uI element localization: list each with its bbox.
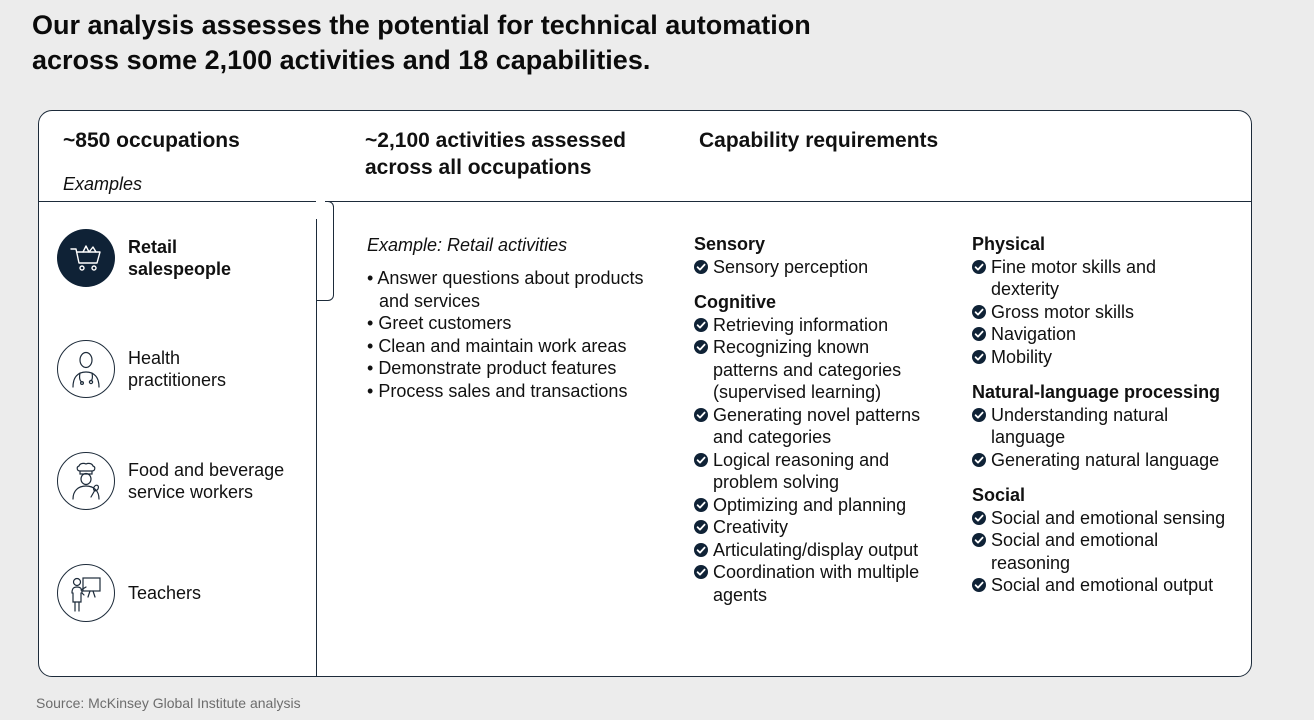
capability-item: Optimizing and planning	[694, 494, 939, 517]
checkmark-icon	[972, 452, 986, 467]
checkmark-icon	[694, 317, 708, 332]
checkmark-icon	[972, 259, 986, 274]
capability-item-label: Fine motor skills and dexterity	[991, 256, 1157, 300]
capability-group: Sensory Sensory perception	[694, 233, 939, 278]
capability-item: Logical reasoning and problem solving	[694, 449, 939, 494]
teacher-icon	[57, 564, 115, 622]
capability-item-label: Gross motor skills	[991, 301, 1135, 322]
checkmark-icon	[972, 510, 986, 525]
occupation-food-and-beverage: Food and beverage service workers	[57, 452, 303, 510]
activities-heading-line-1: ~2,100 activities assessed	[365, 129, 626, 152]
column-divider	[316, 201, 317, 676]
occupation-retail-salespeople: Retail salespeople	[57, 229, 303, 287]
checkmark-icon	[694, 565, 708, 579]
capability-item: Social and emotional reasoning	[972, 529, 1227, 574]
capability-group: Physical Fine motor skills and dexterity G…	[972, 233, 1227, 368]
list-item: Clean and maintain work areas	[367, 335, 657, 358]
checkmark-icon	[972, 327, 986, 341]
checkmark-icon	[972, 578, 986, 592]
occupation-label: Health practitioners	[128, 348, 227, 390]
list-item: Process sales and transactions	[367, 380, 657, 403]
capability-item-label: Creativity	[713, 517, 789, 537]
occupation-label: Retail salespeople	[128, 237, 232, 279]
checkmark-icon	[694, 520, 708, 534]
capabilities-right-column: Physical Fine motor skills and dexterity G…	[972, 233, 1227, 610]
checkmark-icon	[694, 259, 708, 274]
chef-icon	[57, 452, 115, 510]
capabilities-left-column: Sensory Sensory perception Cognitive Retrie…	[694, 233, 939, 619]
capability-item: Coordination with multiple agents	[694, 561, 939, 606]
checkmark-icon	[972, 349, 986, 364]
header-divider	[39, 201, 1251, 202]
capability-item: Social and emotional sensing	[972, 507, 1227, 530]
capability-item-label: Generating novel patterns and categories	[713, 404, 921, 448]
occupation-teachers: Teachers	[57, 564, 303, 622]
framework-panel: ~850 occupations Examples ~2,100 activit…	[38, 110, 1252, 677]
capability-group: Social Social and emotional sensing Social…	[972, 484, 1227, 597]
checkmark-icon	[972, 304, 986, 319]
headline: Our analysis assesses the potential for …	[32, 8, 932, 78]
occupation-label: Teachers	[128, 583, 202, 603]
list-item: Demonstrate product features	[367, 357, 657, 380]
occupation-label: Food and beverage service workers	[128, 460, 285, 502]
capability-item: Fine motor skills and dexterity	[972, 256, 1227, 301]
checkmark-icon	[972, 533, 986, 547]
capability-group: Cognitive Retrieving information Recognizi…	[694, 291, 939, 606]
occupations-heading: ~850 occupations	[63, 129, 240, 152]
capability-item: Recognizing known patterns and categorie…	[694, 336, 939, 404]
capability-item-label: Sensory perception	[713, 256, 869, 277]
activities-example-title: Example: Retail activities	[367, 235, 568, 255]
list-item: Answer questions about products and serv…	[367, 267, 657, 312]
capability-item-label: Generating natural language	[991, 449, 1220, 470]
checkmark-icon	[694, 542, 708, 557]
occupation-health-practitioners: Health practitioners	[57, 340, 303, 398]
capability-item: Sensory perception	[694, 256, 939, 279]
capability-item: Generating natural language	[972, 449, 1227, 472]
capability-item: Navigation	[972, 323, 1227, 346]
capabilities-heading: Capability requirements	[699, 129, 939, 152]
examples-label: Examples	[63, 174, 143, 194]
activities-heading-line-2: across all occupations	[365, 156, 592, 179]
activities-list: Answer questions about products and serv…	[367, 267, 657, 402]
list-item: Greet customers	[367, 312, 657, 335]
capability-item: Understanding natural language	[972, 404, 1227, 449]
capability-item-label: Social and emotional sensing	[991, 507, 1226, 528]
capability-item: Generating novel patterns and categories	[694, 404, 939, 449]
capability-item-label: Understanding natural language	[991, 404, 1169, 448]
checkmark-icon	[694, 407, 708, 422]
capability-item-label: Coordination with multiple agents	[713, 562, 920, 605]
capability-group-title: Physical	[972, 234, 1046, 254]
capability-item-label: Mobility	[991, 346, 1053, 367]
capability-item-label: Recognizing known patterns and categorie…	[713, 337, 902, 402]
capability-item: Retrieving information	[694, 314, 939, 337]
capability-item-label: Social and emotional output	[991, 575, 1214, 595]
capability-item: Gross motor skills	[972, 301, 1227, 324]
checkmark-icon	[694, 340, 708, 354]
capability-item: Creativity	[694, 516, 939, 539]
capability-item-label: Articulating/display output	[713, 539, 919, 560]
capability-item: Articulating/display output	[694, 539, 939, 562]
capability-group-title: Cognitive	[694, 292, 777, 312]
capability-item-label: Logical reasoning and problem solving	[713, 449, 890, 493]
source-note: Source: McKinsey Global Institute analys…	[36, 695, 301, 711]
retail-bracket	[316, 201, 334, 301]
capability-group-title: Natural-language processing	[972, 382, 1221, 402]
checkmark-icon	[972, 407, 986, 422]
capability-item-label: Navigation	[991, 324, 1077, 344]
capability-item-label: Social and emotional reasoning	[991, 530, 1159, 573]
checkmark-icon	[694, 452, 708, 467]
headline-line-2: across some 2,100 activities and 18 capa…	[32, 45, 651, 75]
headline-line-1: Our analysis assesses the potential for …	[32, 10, 811, 40]
shopping-cart-icon	[57, 229, 115, 287]
capability-group: Natural-language processing Understanding…	[972, 381, 1227, 471]
capability-group-title: Social	[972, 485, 1026, 505]
checkmark-icon	[694, 497, 708, 512]
activities-heading: ~2,100 activities assessed across all oc…	[365, 127, 626, 181]
doctor-icon	[57, 340, 115, 398]
capability-item-label: Optimizing and planning	[713, 494, 907, 515]
capability-item: Social and emotional output	[972, 574, 1227, 597]
capability-item: Mobility	[972, 346, 1227, 369]
capability-group-title: Sensory	[694, 234, 766, 254]
capability-item-label: Retrieving information	[713, 314, 889, 335]
